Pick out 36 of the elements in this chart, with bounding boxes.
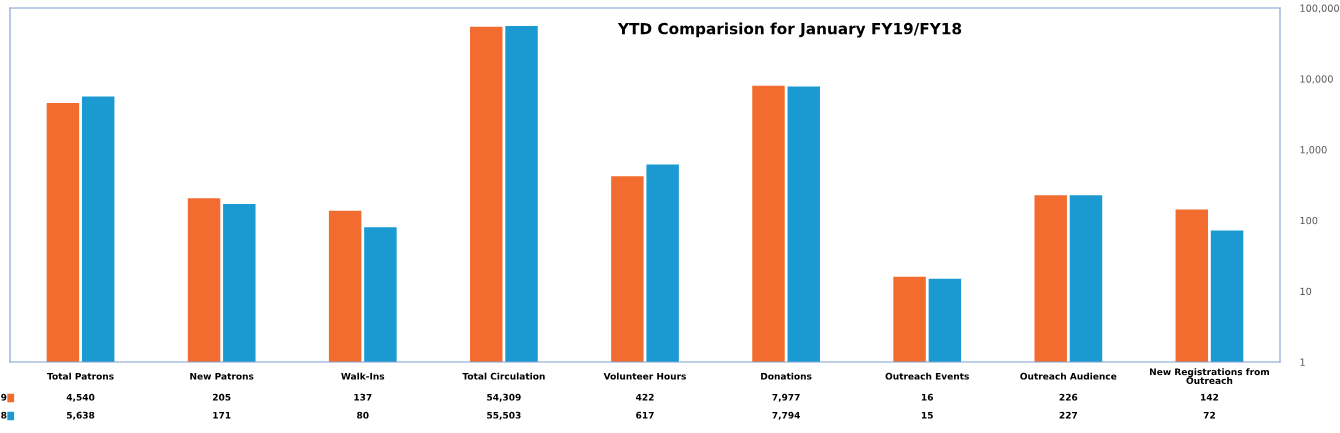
- x-tick-label: Total Patrons: [47, 372, 114, 380]
- data-label: 80: [357, 411, 369, 419]
- y-tick-label: 100: [1300, 216, 1318, 225]
- data-label: 55,503: [487, 411, 521, 420]
- x-tick-label: Outreach Audience: [1020, 372, 1117, 380]
- data-label: 137: [354, 393, 372, 401]
- y-tick-label: 100,000: [1300, 4, 1339, 13]
- x-tick-label: Donations: [761, 372, 812, 380]
- data-label: 422: [635, 393, 654, 401]
- x-tick-label: Outreach Events: [885, 372, 969, 380]
- data-label: 4,540: [66, 393, 95, 402]
- text: YTD Comparision for January FY19/FY18: [617, 22, 962, 38]
- data-label: 226: [1059, 393, 1078, 401]
- data-label: 7,794: [772, 411, 800, 420]
- data-label: 227: [1059, 411, 1078, 419]
- x-tick-label: New Patrons: [190, 372, 254, 380]
- data-label: 617: [636, 411, 654, 419]
- y-tick-label: 1,000: [1300, 146, 1327, 155]
- legend-label: 9: [1, 393, 7, 401]
- data-label: 72: [1203, 411, 1215, 419]
- x-tick-label: Volunteer Hours: [603, 372, 686, 380]
- data-label: 54,309: [487, 393, 521, 402]
- y-tick-label: 1: [1300, 358, 1305, 366]
- data-label: 5,638: [66, 411, 95, 420]
- x-tick-label: New Registrations from Outreach: [1149, 368, 1270, 385]
- data-label: 142: [1201, 393, 1219, 401]
- data-label: 16: [921, 393, 934, 401]
- data-label: 171: [213, 411, 231, 419]
- y-tick-label: 10,000: [1300, 75, 1333, 84]
- data-label: 15: [921, 411, 933, 419]
- data-label: 7,977: [772, 393, 800, 402]
- data-label: 205: [212, 393, 231, 401]
- x-tick-label: Walk-Ins: [341, 372, 385, 380]
- legend-label: 8: [1, 411, 7, 419]
- x-tick-label: Total Circulation: [462, 372, 545, 380]
- y-tick-label: 10: [1300, 287, 1312, 296]
